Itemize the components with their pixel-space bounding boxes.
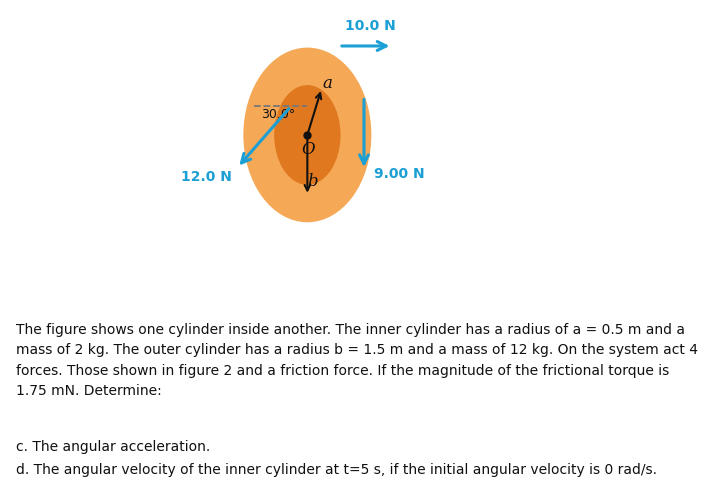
Text: a: a [322, 75, 332, 92]
Text: d. The angular velocity of the inner cylinder at t=5 s, if the initial angular v: d. The angular velocity of the inner cyl… [16, 464, 657, 477]
Text: 9.00 N: 9.00 N [374, 167, 424, 181]
Text: 12.0 N: 12.0 N [181, 170, 232, 184]
Text: 10.0 N: 10.0 N [345, 19, 396, 33]
Text: b: b [308, 173, 318, 190]
Text: c. The angular acceleration.: c. The angular acceleration. [16, 440, 210, 454]
Text: The figure shows one cylinder inside another. The inner cylinder has a radius of: The figure shows one cylinder inside ano… [16, 323, 698, 397]
Text: 30.0°: 30.0° [261, 108, 295, 121]
Text: O: O [302, 142, 314, 158]
Ellipse shape [244, 49, 370, 221]
Ellipse shape [275, 86, 340, 184]
